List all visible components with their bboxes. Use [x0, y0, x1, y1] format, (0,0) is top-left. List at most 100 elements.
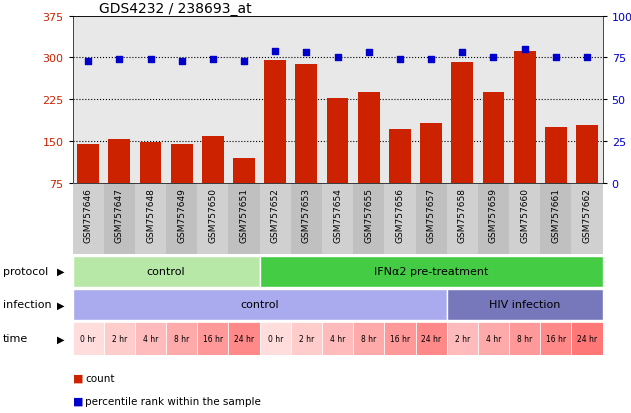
Bar — [420, 124, 442, 184]
Bar — [447, 322, 478, 355]
Text: ▶: ▶ — [57, 266, 64, 277]
Bar — [198, 322, 228, 355]
Bar — [353, 184, 384, 254]
Bar — [166, 322, 198, 355]
Bar — [228, 322, 259, 355]
Bar — [514, 52, 536, 184]
Text: 24 hr: 24 hr — [421, 334, 441, 343]
Point — [395, 57, 405, 63]
Bar — [73, 322, 103, 355]
Text: 16 hr: 16 hr — [390, 334, 410, 343]
Text: GSM757647: GSM757647 — [115, 188, 124, 242]
Bar — [291, 184, 322, 254]
Text: 0 hr: 0 hr — [81, 334, 96, 343]
Text: GSM757651: GSM757651 — [240, 188, 249, 242]
Bar — [166, 184, 198, 254]
Bar — [259, 184, 291, 254]
Text: GSM757661: GSM757661 — [551, 188, 560, 242]
Text: GSM757658: GSM757658 — [458, 188, 467, 242]
Point — [457, 50, 468, 57]
Text: 4 hr: 4 hr — [330, 334, 345, 343]
Text: GSM757656: GSM757656 — [396, 188, 404, 242]
Text: IFNα2 pre-treatment: IFNα2 pre-treatment — [374, 266, 488, 277]
Bar — [358, 93, 380, 184]
Point — [177, 58, 187, 65]
Bar — [478, 184, 509, 254]
Text: GSM757655: GSM757655 — [364, 188, 374, 242]
Point — [239, 58, 249, 65]
Point — [302, 50, 312, 57]
Point — [83, 58, 93, 65]
Bar — [509, 322, 540, 355]
Text: GSM757646: GSM757646 — [84, 188, 93, 242]
Bar — [171, 145, 192, 184]
Text: 4 hr: 4 hr — [486, 334, 501, 343]
Point — [551, 55, 561, 62]
Bar — [483, 93, 504, 184]
Text: GSM757660: GSM757660 — [520, 188, 529, 242]
Bar — [389, 130, 411, 184]
Bar — [202, 136, 224, 184]
Bar — [384, 322, 416, 355]
Bar — [322, 184, 353, 254]
Bar — [73, 184, 103, 254]
Bar — [572, 322, 603, 355]
Text: ▶: ▶ — [57, 299, 64, 310]
Text: 8 hr: 8 hr — [361, 334, 376, 343]
Bar — [353, 322, 384, 355]
Bar — [73, 256, 259, 287]
Bar — [259, 322, 291, 355]
Text: GSM757649: GSM757649 — [177, 188, 186, 242]
Bar — [291, 322, 322, 355]
Bar — [572, 184, 603, 254]
Text: count: count — [85, 373, 115, 383]
Text: HIV infection: HIV infection — [489, 299, 560, 310]
Bar — [451, 63, 473, 184]
Text: GDS4232 / 238693_at: GDS4232 / 238693_at — [99, 2, 252, 16]
Bar — [264, 61, 286, 184]
Text: 16 hr: 16 hr — [203, 334, 223, 343]
Bar — [416, 322, 447, 355]
Text: control: control — [240, 299, 279, 310]
Bar — [447, 184, 478, 254]
Text: 24 hr: 24 hr — [577, 334, 597, 343]
Bar — [416, 184, 447, 254]
Point — [582, 55, 592, 62]
Bar — [109, 139, 130, 184]
Text: control: control — [147, 266, 186, 277]
Bar — [384, 184, 416, 254]
Text: GSM757662: GSM757662 — [582, 188, 591, 242]
Bar — [447, 289, 603, 320]
Bar — [135, 322, 166, 355]
Point — [363, 50, 374, 57]
Point — [488, 55, 498, 62]
Bar — [73, 289, 447, 320]
Text: infection: infection — [3, 299, 52, 310]
Text: ▶: ▶ — [57, 334, 64, 344]
Bar — [509, 184, 540, 254]
Text: ■: ■ — [73, 396, 83, 406]
Bar — [198, 184, 228, 254]
Text: 16 hr: 16 hr — [546, 334, 566, 343]
Bar — [540, 322, 572, 355]
Point — [270, 48, 280, 55]
Text: time: time — [3, 334, 28, 344]
Bar — [540, 184, 572, 254]
Bar — [545, 128, 567, 184]
Bar — [103, 322, 135, 355]
Bar — [135, 184, 166, 254]
Point — [426, 57, 436, 63]
Bar — [295, 65, 317, 184]
Text: 24 hr: 24 hr — [234, 334, 254, 343]
Text: 0 hr: 0 hr — [268, 334, 283, 343]
Text: 8 hr: 8 hr — [517, 334, 533, 343]
Bar — [103, 184, 135, 254]
Bar — [228, 184, 259, 254]
Text: GSM757652: GSM757652 — [271, 188, 280, 242]
Text: 2 hr: 2 hr — [299, 334, 314, 343]
Bar — [233, 159, 255, 184]
Bar — [576, 125, 598, 184]
Bar — [327, 98, 348, 184]
Bar — [77, 145, 99, 184]
Bar — [478, 322, 509, 355]
